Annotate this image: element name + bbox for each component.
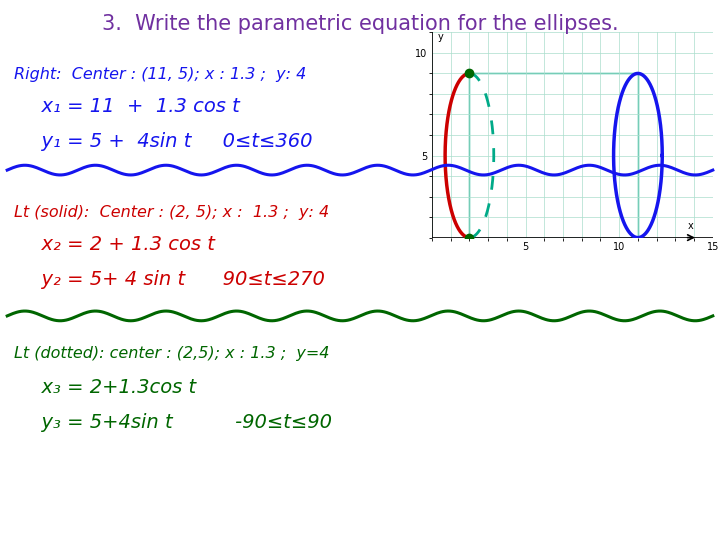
Text: y₂ = 5+ 4 sin t      90≤t≤270: y₂ = 5+ 4 sin t 90≤t≤270 [29,270,325,289]
Text: y₃ = 5+4sin t          -90≤t≤90: y₃ = 5+4sin t -90≤t≤90 [29,413,332,432]
Text: 3.  Write the parametric equation for the ellipses.: 3. Write the parametric equation for the… [102,14,618,33]
Text: y: y [438,31,444,42]
Text: Right:  Center : (11, 5); x : 1.3 ;  y: 4: Right: Center : (11, 5); x : 1.3 ; y: 4 [14,68,307,83]
Bar [469,73,638,238]
Text: Lt (solid):  Center : (2, 5); x :  1.3 ;  y: 4: Lt (solid): Center : (2, 5); x : 1.3 ; y… [14,205,330,220]
Text: x₃ = 2+1.3cos t: x₃ = 2+1.3cos t [29,378,196,397]
Text: y₁ = 5 +  4sin t     0≤t≤360: y₁ = 5 + 4sin t 0≤t≤360 [29,132,312,151]
Text: x₂ = 2 + 1.3 cos t: x₂ = 2 + 1.3 cos t [29,235,215,254]
Text: x: x [688,221,693,232]
Text: Lt (dotted): center : (2,5); x : 1.3 ;  y=4: Lt (dotted): center : (2,5); x : 1.3 ; y… [14,346,330,361]
Text: x₁ = 11  +  1.3 cos t: x₁ = 11 + 1.3 cos t [29,97,240,116]
